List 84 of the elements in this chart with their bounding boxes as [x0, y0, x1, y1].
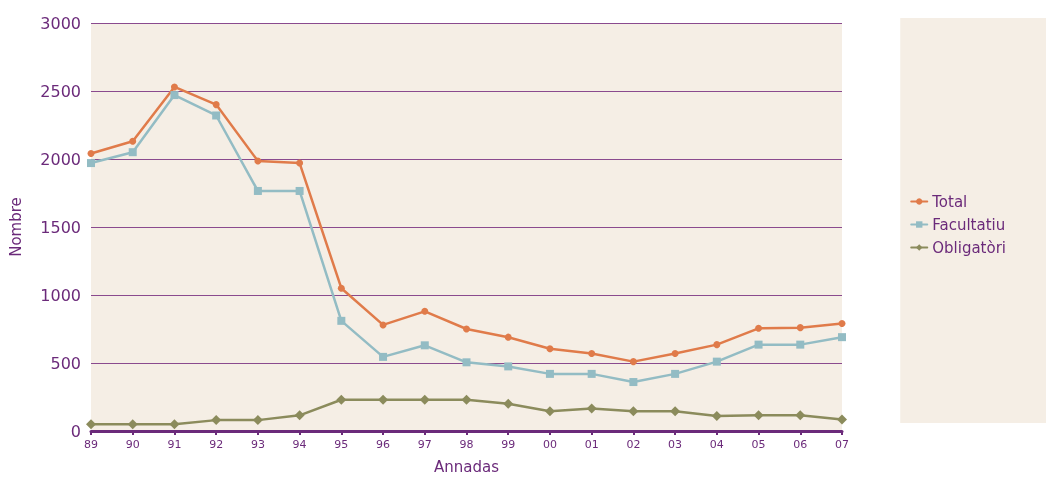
point	[421, 307, 429, 315]
point	[129, 137, 137, 145]
x-tick-label: 02	[626, 438, 641, 451]
x-tick-label: 94	[292, 438, 307, 451]
legend-label: Obligatòri	[932, 238, 1007, 257]
y-tick-label: 2500	[40, 81, 81, 101]
x-tick-label: 97	[417, 438, 432, 451]
point	[337, 316, 346, 325]
point	[504, 333, 512, 341]
point	[294, 410, 305, 421]
point	[461, 394, 472, 405]
point	[170, 83, 178, 91]
point	[87, 150, 95, 158]
point	[587, 369, 596, 378]
legend-label: Facultatiu	[932, 215, 1006, 234]
point	[837, 414, 847, 425]
x-tick-label: 07	[835, 438, 849, 451]
y-tick-label: 0	[70, 421, 81, 441]
point	[713, 341, 721, 349]
point	[546, 345, 554, 353]
point	[838, 320, 846, 328]
point	[838, 333, 846, 342]
point	[712, 357, 721, 366]
point	[503, 398, 514, 409]
x-tick-label: 93	[250, 438, 265, 451]
x-tick-label: 03	[668, 438, 683, 451]
point	[629, 358, 637, 366]
point	[463, 325, 470, 333]
y-tick-label: 3000	[40, 13, 81, 33]
y-axis-title: Nombre	[6, 197, 25, 257]
point	[462, 358, 471, 367]
point	[795, 410, 806, 421]
point	[336, 394, 347, 405]
point	[212, 101, 220, 109]
x-axis-title: Annadas	[434, 457, 500, 476]
y-tick-label: 1000	[40, 285, 81, 305]
point	[254, 157, 262, 165]
x-tick-label: 96	[376, 438, 391, 451]
point	[544, 406, 555, 417]
point	[253, 186, 262, 195]
point	[755, 324, 763, 332]
point	[504, 362, 513, 371]
legend-label: Total	[931, 192, 968, 211]
point	[87, 159, 95, 168]
point	[169, 419, 180, 430]
x-tick-label: 89	[84, 438, 98, 451]
point	[296, 159, 304, 167]
point	[796, 340, 805, 349]
point	[420, 341, 429, 350]
point	[628, 406, 639, 417]
point	[796, 324, 804, 332]
point	[86, 419, 96, 430]
point	[128, 148, 137, 157]
point	[586, 403, 597, 414]
point	[379, 352, 388, 361]
x-tick-label: 06	[793, 438, 808, 451]
x-tick-label: 00	[542, 438, 557, 451]
point	[588, 349, 596, 357]
point	[127, 419, 138, 430]
x-tick-label: 90	[125, 438, 140, 451]
point	[670, 406, 681, 417]
point	[671, 349, 679, 357]
x-tick-label: 92	[209, 438, 224, 451]
point	[295, 186, 304, 195]
x-tick-label: 91	[167, 438, 182, 451]
point	[419, 394, 430, 405]
y-tick-label: 500	[50, 353, 81, 373]
x-tick-label: 95	[334, 438, 349, 451]
point	[754, 340, 763, 349]
x-tick-label: 01	[584, 438, 599, 451]
point	[629, 378, 638, 387]
x-tick-label: 04	[709, 438, 724, 451]
y-tick-label: 1500	[40, 217, 81, 237]
x-tick-label: 98	[459, 438, 474, 451]
x-tick-label: 05	[751, 438, 766, 451]
point	[212, 111, 221, 120]
point	[170, 91, 179, 100]
x-tick-label: 99	[501, 438, 516, 451]
point	[545, 369, 554, 378]
point	[753, 410, 764, 421]
y-tick-label: 2000	[40, 149, 81, 169]
point	[337, 284, 345, 292]
point	[671, 369, 680, 378]
point	[711, 411, 722, 422]
